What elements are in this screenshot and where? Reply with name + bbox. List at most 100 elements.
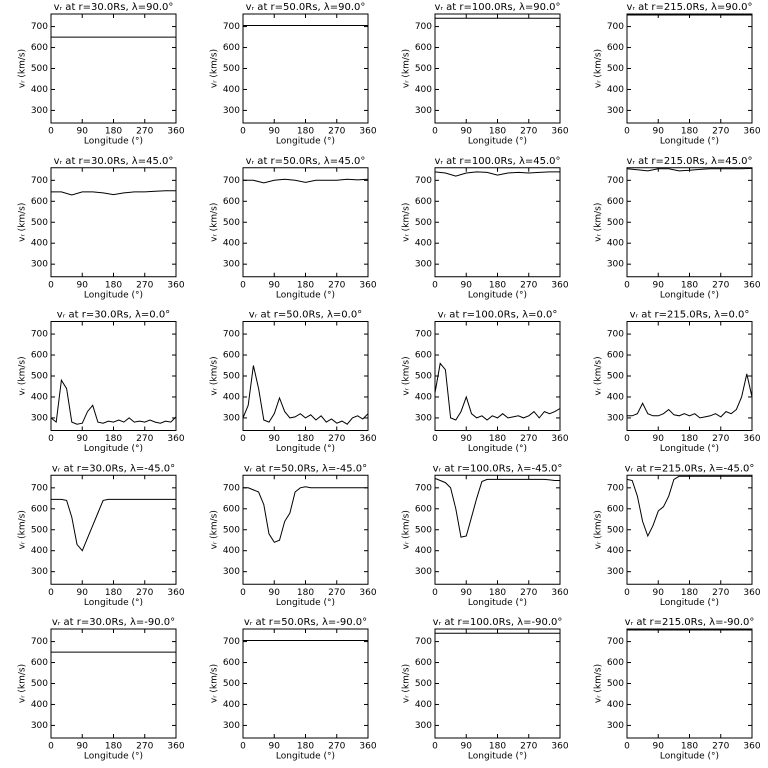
panel-title: vᵣ at r=215.0Rs, λ=0.0° — [630, 310, 750, 321]
y-tick-label: 400 — [415, 239, 432, 249]
x-tick-label: 180 — [297, 588, 314, 598]
x-axis-label: Longitude (°) — [84, 598, 143, 608]
y-tick-label: 300 — [415, 260, 432, 270]
y-axis-label: vᵣ (km/s) — [402, 49, 412, 88]
panel: vᵣ at r=30.0Rs, λ=0.0° 0 90 180 270 360 300 400… — [18, 310, 185, 455]
y-tick-label: 500 — [607, 525, 624, 535]
x-tick-label: 0 — [240, 742, 246, 752]
panel-title: vᵣ at r=100.0Rs, λ=-90.0° — [433, 617, 563, 628]
x-tick-label: 0 — [48, 434, 54, 444]
panel: vᵣ at r=30.0Rs, λ=-45.0° 0 90 180 270 360 300 4… — [18, 463, 185, 608]
x-tick-label: 90 — [269, 127, 281, 137]
x-tick-label: 0 — [240, 280, 246, 290]
x-tick-label: 360 — [551, 280, 568, 290]
y-axis-label: vᵣ (km/s) — [210, 510, 220, 549]
y-tick-label: 300 — [31, 413, 48, 423]
y-tick-label: 500 — [223, 372, 240, 382]
data-line — [51, 190, 176, 196]
x-tick-label: 360 — [359, 742, 376, 752]
y-tick-label: 600 — [607, 43, 624, 53]
y-tick-label: 600 — [223, 658, 240, 668]
panel-title: vᵣ at r=215.0Rs, λ=45.0° — [626, 156, 752, 167]
x-tick-label: 360 — [359, 434, 376, 444]
x-tick-label: 360 — [551, 742, 568, 752]
x-tick-label: 0 — [48, 742, 54, 752]
data-line — [50, 378, 177, 425]
x-tick-label: 0 — [432, 127, 438, 137]
y-tick-label: 600 — [31, 658, 48, 668]
y-tick-label: 700 — [415, 637, 432, 647]
y-tick-label: 400 — [31, 700, 48, 710]
x-tick-label: 90 — [653, 127, 665, 137]
y-tick-label: 400 — [415, 392, 432, 402]
x-axis-label: Longitude (°) — [660, 290, 719, 300]
y-axis-label: vᵣ (km/s) — [18, 203, 28, 242]
x-tick-label: 90 — [461, 280, 473, 290]
y-axis-label: vᵣ (km/s) — [594, 356, 604, 395]
y-tick-label: 300 — [415, 106, 432, 116]
y-tick-label: 500 — [31, 679, 48, 689]
x-tick-label: 0 — [624, 434, 630, 444]
panel: vᵣ at r=50.0Rs, λ=0.0° 0 90 180 270 360 300 400… — [210, 310, 377, 455]
y-tick-label: 500 — [223, 679, 240, 689]
data-line — [243, 486, 368, 543]
x-tick-label: 360 — [167, 434, 184, 444]
panel-title: vᵣ at r=215.0Rs, λ=-90.0° — [625, 617, 755, 628]
y-axis-label: vᵣ (km/s) — [594, 49, 604, 88]
y-tick-label: 600 — [415, 197, 432, 207]
data-line — [626, 475, 752, 538]
x-tick-label: 0 — [624, 280, 630, 290]
plot-frame — [626, 167, 753, 278]
data-line — [243, 178, 369, 184]
y-tick-label: 300 — [607, 106, 624, 116]
x-tick-label: 270 — [136, 588, 153, 598]
y-tick-label: 400 — [223, 85, 240, 95]
x-axis-label: Longitude (°) — [660, 444, 719, 454]
data-line — [626, 167, 753, 172]
x-tick-label: 270 — [328, 742, 345, 752]
x-axis-label: Longitude (°) — [276, 444, 335, 454]
x-tick-label: 90 — [461, 588, 473, 598]
plot-frame — [50, 321, 177, 431]
panel: vᵣ at r=215.0Rs, λ=-90.0° 0 90 180 270 360 300… — [594, 617, 761, 762]
x-tick-label: 90 — [653, 742, 665, 752]
y-tick-label: 700 — [223, 330, 240, 340]
panel-title: vᵣ at r=50.0Rs, λ=-90.0° — [244, 617, 367, 628]
y-tick-label: 500 — [223, 64, 240, 74]
y-tick-label: 600 — [31, 43, 48, 53]
x-tick-label: 180 — [489, 588, 506, 598]
x-tick-label: 360 — [743, 434, 760, 444]
y-tick-label: 500 — [415, 372, 432, 382]
x-axis-label: Longitude (°) — [468, 444, 527, 454]
plot-frame — [626, 628, 753, 739]
plot-frame — [242, 628, 369, 739]
plot-frame — [50, 474, 177, 585]
x-tick-label: 360 — [743, 742, 760, 752]
data-line — [434, 362, 561, 421]
y-tick-label: 400 — [223, 700, 240, 710]
y-tick-label: 700 — [223, 637, 240, 647]
plot-frame — [242, 167, 369, 278]
y-tick-label: 600 — [415, 43, 432, 53]
panel: vᵣ at r=100.0Rs, λ=90.0° 0 90 180 270 360 300 4… — [402, 2, 569, 147]
x-tick-label: 180 — [489, 742, 506, 752]
data-line — [627, 373, 753, 419]
y-tick-label: 500 — [31, 64, 48, 74]
x-axis-label: Longitude (°) — [84, 137, 143, 147]
y-tick-label: 700 — [223, 483, 240, 493]
y-axis-label: vᵣ (km/s) — [18, 356, 28, 395]
y-tick-label: 400 — [607, 392, 624, 402]
plot-frame — [434, 474, 561, 585]
x-tick-label: 0 — [240, 588, 246, 598]
x-tick-label: 270 — [136, 434, 153, 444]
y-tick-label: 300 — [415, 567, 432, 577]
y-tick-label: 300 — [607, 260, 624, 270]
y-tick-label: 400 — [415, 546, 432, 556]
y-tick-label: 300 — [223, 106, 240, 116]
y-tick-label: 400 — [607, 239, 624, 249]
panel: vᵣ at r=215.0Rs, λ=0.0° 0 90 180 270 360 300 40… — [594, 310, 761, 455]
plot-frame — [50, 628, 177, 739]
x-tick-label: 180 — [489, 434, 506, 444]
y-tick-label: 600 — [223, 504, 240, 514]
panel: vᵣ at r=215.0Rs, λ=45.0° 0 90 180 270 360 300 4… — [594, 156, 761, 301]
